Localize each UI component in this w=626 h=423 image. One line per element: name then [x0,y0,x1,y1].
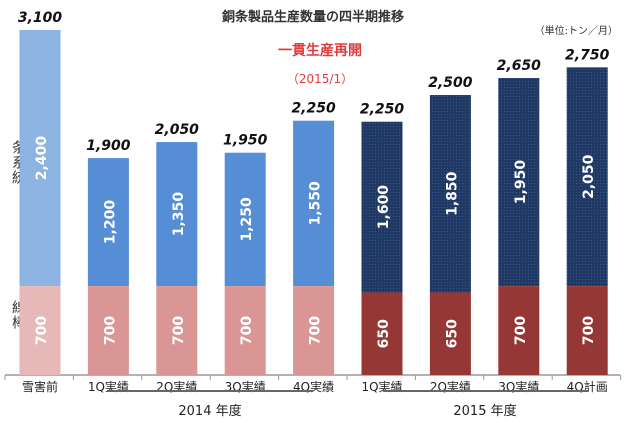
bar-lower-segment [498,286,540,375]
bar-lower-segment [224,286,266,375]
group-line-2014 [107,390,313,392]
bar-upper-value-label: 2,050 [581,154,597,199]
group-line-2015 [383,390,588,392]
bar-lower-value-label: 700 [171,316,187,345]
bar-upper-value-label: 2,400 [34,136,50,181]
bar-total-label: 2,750 [565,47,610,63]
bar-total-label: 1,900 [86,138,131,154]
bar-lower-segment [156,286,198,375]
bar-upper-segment [19,30,61,287]
bar-total-label: 2,500 [428,75,473,91]
bar-lower-value-label: 650 [376,319,392,348]
bar-lower-segment [429,292,471,375]
bar-lower-value-label: 700 [239,316,255,345]
bar-upper-segment [224,152,266,287]
bar-lower-value-label: 700 [34,316,50,345]
group-label-2014: 2014 年度 [178,404,242,419]
bar-upper-value-label: 1,550 [308,181,324,226]
bar-total-label: 2,250 [360,102,405,118]
category-label: 雪害前 [21,380,58,394]
bar-total-label: 2,250 [291,101,336,117]
bar-lower-value-label: 700 [308,316,324,345]
category-label: 2Q実績 [156,380,198,394]
bar-upper-segment [156,142,198,287]
bar-lower-value-label: 700 [513,316,529,345]
bar-upper-segment [566,67,608,287]
bar-total-label: 3,100 [18,10,63,26]
bar-lower-value-label: 700 [102,316,118,345]
bar-upper-value-label: 1,600 [376,185,392,230]
bar-upper-segment [361,121,403,293]
bar-upper-segment [87,158,129,287]
category-label: 3Q実績 [498,380,540,394]
category-label: 4Q実績 [293,380,335,394]
bar-upper-segment [498,78,540,287]
bar-upper-value-label: 1,200 [102,200,118,245]
bar-upper-value-label: 1,950 [513,160,529,205]
bar-lower-segment [19,286,61,375]
bar-total-label: 2,050 [155,122,200,138]
bar-total-label: 2,650 [497,58,542,74]
bar-lower-value-label: 700 [581,316,597,345]
annotation-resume: 一貫生産再開 [278,43,362,59]
bar-lower-segment [361,292,403,375]
group-label-2015: 2015 年度 [453,404,517,419]
bar-upper-value-label: 1,250 [239,197,255,242]
bar-upper-value-label: 1,350 [171,192,187,237]
bar-lower-segment [566,286,608,375]
unit-label: （単位:トン／月） [534,26,618,37]
category-label: 1Q実績 [87,380,129,394]
bar-upper-segment [293,120,335,287]
category-label: 3Q実績 [224,380,266,394]
chart-title: 銅条製品生産数量の四半期推移 [221,10,404,25]
category-label: 1Q実績 [361,380,403,394]
bar-upper-segment [429,95,471,293]
category-label: 4Q計画 [566,380,608,394]
bar-lower-value-label: 650 [444,319,460,348]
bar-upper-value-label: 1,850 [444,171,460,216]
category-label: 2Q実績 [429,380,471,394]
bar-total-label: 1,950 [223,133,268,149]
bar-lower-segment [293,286,335,375]
bar-lower-segment [87,286,129,375]
annotation-date: （2015/1） [286,72,354,86]
